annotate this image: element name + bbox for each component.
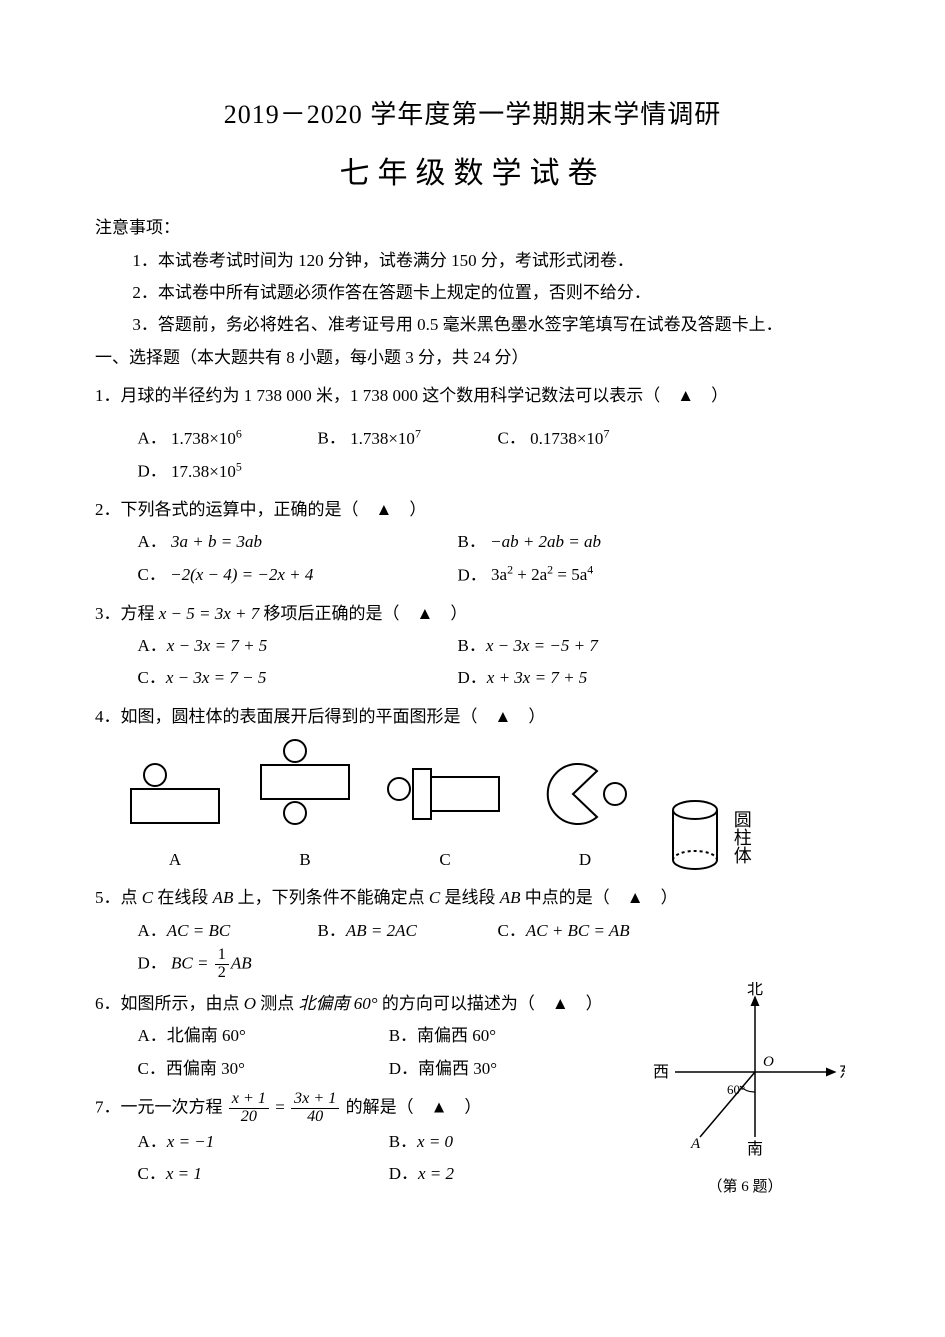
- question-1: 1．月球的半径约为 1 738 000 米，1 738 000 这个数用科学记数…: [95, 380, 850, 488]
- q7-opt-b: B．x = 0: [389, 1126, 640, 1158]
- q5-opt-d: D． BC = 12AB: [138, 947, 318, 982]
- opt-value: 1.738×10: [350, 429, 415, 448]
- cylinder-label: 圆柱体: [731, 810, 751, 864]
- opt-label: C．: [138, 565, 166, 584]
- q5-opt-c: C．AC + BC = AB: [498, 915, 678, 947]
- question-3: 3．方程 x − 5 = 3x + 7 移项后正确的是（ ▲ ） A．x − 3…: [95, 598, 850, 695]
- q1-opt-c: C． 0.1738×107: [498, 422, 678, 455]
- q1-opt-d: D． 17.38×105: [138, 455, 318, 488]
- q4-fig-a: A: [125, 761, 225, 877]
- cylinder-icon: [665, 798, 725, 876]
- opt-label: B．: [318, 429, 346, 448]
- compass-o-label: O: [763, 1054, 774, 1070]
- section-a-heading: 一、选择题（本大题共有 8 小题，每小题 3 分，共 24 分）: [95, 342, 850, 374]
- q5-opt-b: B．AB = 2AC: [318, 915, 498, 947]
- notice-heading: 注意事项：: [95, 212, 850, 244]
- net-d-icon: [535, 759, 635, 829]
- q2-opt-a: A． 3a + b = 3ab: [138, 526, 458, 558]
- opt-exp: 6: [236, 426, 242, 440]
- opt-label: A．: [138, 429, 167, 448]
- opt-label: C．: [498, 429, 526, 448]
- header-line2: 七年级数学试卷: [95, 145, 850, 202]
- q4-figure-row: A B C: [95, 733, 850, 877]
- q5-stem: 5．点 C 在线段 AB 上，下列条件不能确定点 C 是线段 AB 中点的是（ …: [95, 882, 850, 914]
- q6-opt-b: B．南偏西 60°: [389, 1020, 640, 1052]
- question-7: 7．一元一次方程 x + 120 = 3x + 140 的解是（ ▲ ） A．x…: [95, 1091, 640, 1191]
- q7-opt-c: C．x = 1: [138, 1158, 389, 1190]
- dir-south: 南: [747, 1140, 763, 1158]
- opt-expr: −ab + 2ab = ab: [490, 532, 601, 551]
- opt-value: 0.1738×10: [530, 429, 603, 448]
- notice-item-2: 2．本试卷中所有试题必须作答在答题卡上规定的位置，否则不给分．: [95, 277, 850, 309]
- q4-label-b: B: [255, 844, 355, 876]
- opt-value: 17.38×10: [171, 462, 236, 481]
- opt-exp: 7: [603, 426, 609, 440]
- q2-opt-d: D． 3a2 + 2a2 = 5a4: [458, 559, 778, 592]
- q3-opt-b: B．x − 3x = −5 + 7: [458, 630, 778, 662]
- q6-q7-block: 6．如图所示，由点 O 测点 北偏南 60° 的方向可以描述为（ ▲ ） A．北…: [95, 982, 850, 1202]
- dir-west: 西: [653, 1064, 669, 1081]
- q6-figure: 北 南 东 西 O A 60° （第 6 题）: [640, 982, 850, 1202]
- q5-opt-a: A．AC = BC: [138, 915, 318, 947]
- q4-label-d: D: [535, 844, 635, 876]
- q2-stem: 2．下列各式的运算中，正确的是（ ▲ ）: [95, 494, 850, 526]
- question-4: 4．如图，圆柱体的表面展开后得到的平面图形是（ ▲ ） A B: [95, 701, 850, 877]
- q6-opt-a: A．北偏南 60°: [138, 1020, 389, 1052]
- q4-fig-c: C: [385, 759, 505, 877]
- opt-label: D．: [458, 565, 487, 584]
- opt-value: 1.738×10: [171, 429, 236, 448]
- q4-stem: 4．如图，圆柱体的表面展开后得到的平面图形是（ ▲ ）: [95, 701, 850, 733]
- question-2: 2．下列各式的运算中，正确的是（ ▲ ） A． 3a + b = 3ab B． …: [95, 494, 850, 592]
- compass-icon: 北 南 东 西 O A 60°: [645, 982, 845, 1162]
- q6-caption: （第 6 题）: [640, 1173, 850, 1202]
- opt-exp: 7: [415, 426, 421, 440]
- opt-exp: 5: [236, 459, 242, 473]
- q4-label-c: C: [385, 844, 505, 876]
- question-6: 6．如图所示，由点 O 测点 北偏南 60° 的方向可以描述为（ ▲ ） A．北…: [95, 988, 640, 1085]
- q6-opt-c: C．西偏南 30°: [138, 1053, 389, 1085]
- q4-cylinder: 圆柱体: [665, 798, 751, 876]
- dir-north: 北: [747, 982, 763, 998]
- opt-label: D．: [138, 462, 167, 481]
- notice-item-1: 1．本试卷考试时间为 120 分钟，试卷满分 150 分，考试形式闭卷．: [95, 245, 850, 277]
- net-a-icon: [125, 761, 225, 829]
- q2-opt-b: B． −ab + 2ab = ab: [458, 526, 778, 558]
- opt-expr: −2(x − 4) = −2x + 4: [170, 565, 313, 584]
- q7-opt-d: D．x = 2: [389, 1158, 640, 1190]
- exam-page: 2019－2020 学年度第一学期期末学情调研 七年级数学试卷 注意事项： 1．…: [0, 0, 945, 1337]
- opt-expr: 3a + b = 3ab: [171, 532, 262, 551]
- q4-label-a: A: [125, 844, 225, 876]
- dir-east: 东: [839, 1063, 845, 1081]
- q3-opt-d: D．x + 3x = 7 + 5: [458, 662, 778, 694]
- q7-opt-a: A．x = −1: [138, 1126, 389, 1158]
- header-line1: 2019－2020 学年度第一学期期末学情调研: [95, 90, 850, 139]
- q1-stem: 1．月球的半径约为 1 738 000 米，1 738 000 这个数用科学记数…: [95, 380, 850, 412]
- compass-angle: 60°: [727, 1082, 745, 1097]
- notice-item-3: 3．答题前，务必将姓名、准考证号用 0.5 毫米黑色墨水签字笔填写在试卷及答题卡…: [95, 309, 850, 341]
- q3-opt-a: A．x − 3x = 7 + 5: [138, 630, 458, 662]
- compass-a-label: A: [690, 1136, 701, 1152]
- question-5: 5．点 C 在线段 AB 上，下列条件不能确定点 C 是线段 AB 中点的是（ …: [95, 882, 850, 982]
- q7-stem: 7．一元一次方程 x + 120 = 3x + 140 的解是（ ▲ ）: [95, 1091, 640, 1126]
- q3-opt-c: C．x − 3x = 7 − 5: [138, 662, 458, 694]
- q1-opt-b: B． 1.738×107: [318, 422, 498, 455]
- q6-stem: 6．如图所示，由点 O 测点 北偏南 60° 的方向可以描述为（ ▲ ）: [95, 988, 640, 1020]
- opt-label: A．: [138, 532, 167, 551]
- q4-fig-b: B: [255, 739, 355, 877]
- opt-expr: 3a2 + 2a2 = 5a4: [491, 565, 593, 584]
- opt-label: B．: [458, 532, 486, 551]
- q2-opt-c: C． −2(x − 4) = −2x + 4: [138, 559, 458, 592]
- q6-opt-d: D．南偏西 30°: [389, 1053, 640, 1085]
- q1-opt-a: A． 1.738×106: [138, 422, 318, 455]
- net-b-icon: [255, 739, 355, 829]
- q4-fig-d: D: [535, 759, 635, 877]
- q3-stem: 3．方程 x − 5 = 3x + 7 移项后正确的是（ ▲ ）: [95, 598, 850, 630]
- net-c-icon: [385, 759, 505, 829]
